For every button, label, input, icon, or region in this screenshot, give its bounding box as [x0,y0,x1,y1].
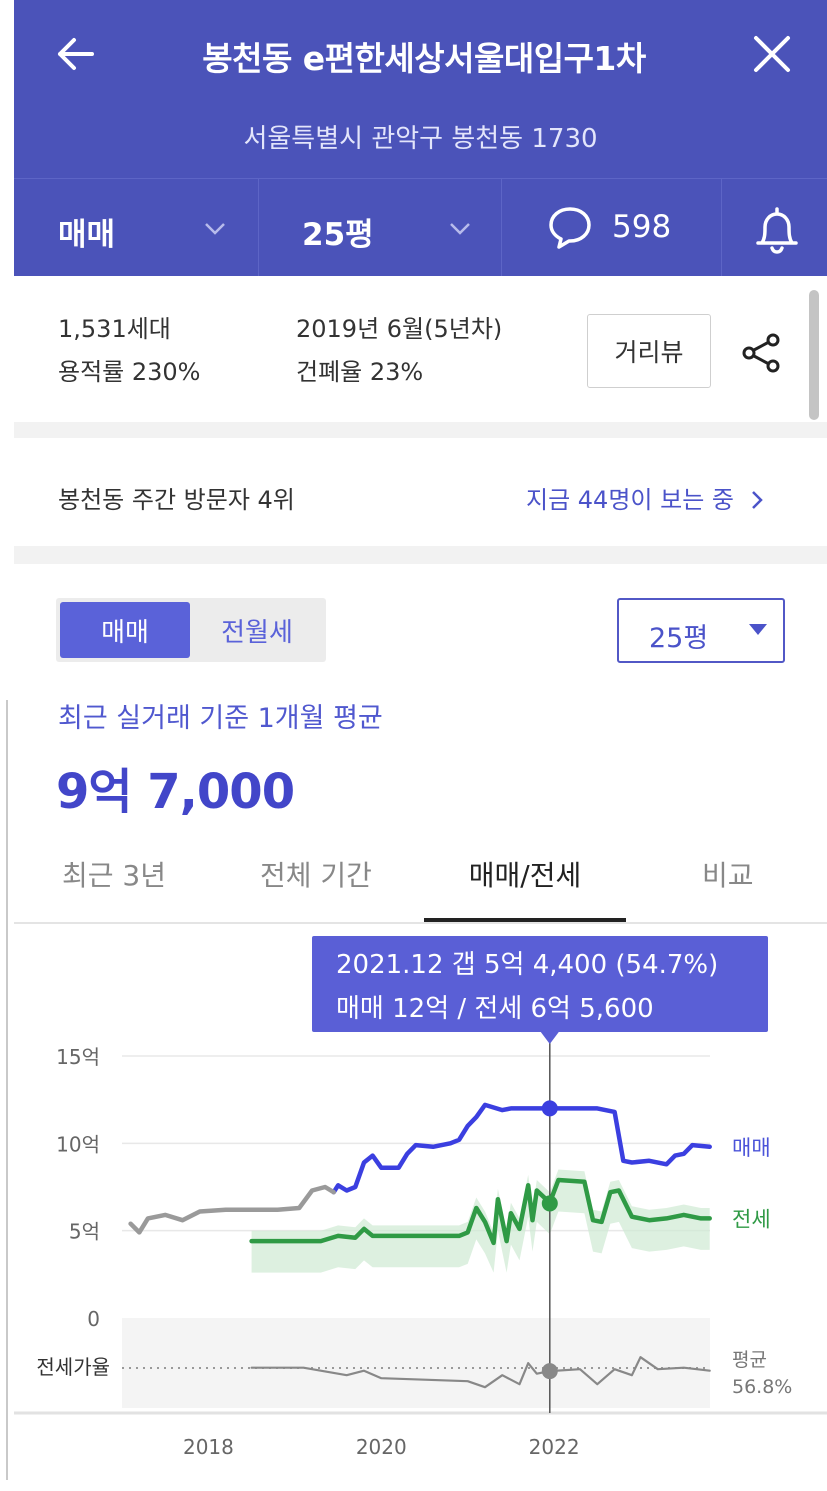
series-line-0 [331,1102,712,1195]
back-button[interactable] [52,30,100,78]
bell-icon [756,207,798,254]
scrollbar[interactable] [809,290,819,420]
complex-address: 서울특별시 관악구 봉천동 1730 [243,124,598,154]
section-gap [14,546,827,564]
size-dropdown[interactable]: 25평 [259,179,502,277]
close-button[interactable] [748,30,796,78]
trade-type-label: 매매 [58,217,116,253]
y-tick-label: 10억 [56,1132,100,1156]
live-viewers-link[interactable]: 지금 44명이 보는 중 [526,480,764,515]
detail-panel: 봉천동 e편한세상서울대입구1차 서울특별시 관악구 봉천동 1730 매매 2… [14,0,827,1491]
jeonse-cursor-dot [541,1195,558,1212]
ratio-cursor-dot [541,1363,558,1380]
tooltip-box [312,936,768,1032]
selector-bar: 매매 25평 598 [14,178,827,277]
built-date: 2019년 6월(5년차) [296,315,503,343]
sale-cursor-dot [541,1100,558,1117]
period-tabs: 최근 3년 전체 기간 매매/전세 비교 [14,838,827,924]
x-tick-label: 2020 [356,1435,407,1459]
panel-header: 봉천동 e편한세상서울대입구1차 서울특별시 관악구 봉천동 1730 [14,0,827,178]
ratio-label: 전세가율 [36,1355,110,1379]
x-tick-label: 2018 [183,1435,234,1459]
series-layer [128,1036,712,1413]
comments-button[interactable]: 598 [502,179,722,277]
left-divider [6,700,8,1480]
tab-compare[interactable]: 비교 [702,859,754,892]
ratio-average-label: 평균 [732,1349,767,1371]
info-left: 1,531세대 용적률 230% [58,308,200,394]
x-tick-label: 2022 [529,1435,580,1459]
size-label: 25평 [302,217,374,253]
complex-info: 1,531세대 용적률 230% 2019년 6월(5년차) 건폐율 23% 거… [14,276,827,422]
tooltip-arrow [540,1032,559,1044]
series-line-3 [250,1356,711,1389]
ratio-average-value: 56.8% [732,1376,792,1398]
chevron-down-icon [205,223,225,235]
households: 1,531세대 [58,315,171,343]
sale-series-label: 매매 [732,1136,771,1160]
visitor-rank-bar: 봉천동 주간 방문자 4위 지금 44명이 보는 중 [14,438,827,546]
y-tick-label: 5억 [69,1220,100,1244]
y-tick-label: 0 [87,1307,100,1331]
average-price-label: 최근 실거래 기준 1개월 평균 [58,703,383,734]
tab-sale-jeonse[interactable]: 매매/전세 [424,854,626,922]
info-right: 2019년 6월(5년차) 건폐율 23% [296,308,502,394]
toggle-sale[interactable]: 매매 [60,602,190,658]
series-line-1 [249,1177,712,1246]
share-icon [742,333,780,373]
close-icon [754,36,790,72]
ratio-band [122,1318,710,1408]
chevron-right-icon [751,491,763,509]
street-view-button[interactable]: 거리뷰 [587,314,711,388]
caret-down-icon [749,624,767,635]
complex-title: 봉천동 e편한세상서울대입구1차 [202,39,646,78]
tooltip-layer: 2021.12 갭 5억 4,400 (54.7%) 매매 12억 / 전세 6억… [312,936,768,1044]
trade-type-dropdown[interactable]: 매매 [14,179,259,277]
jeonse-range-area [251,1169,710,1273]
average-price-value: 9억 7,000 [56,764,295,820]
tooltip-line-1: 2021.12 갭 5억 4,400 (54.7%) [336,950,718,980]
share-button[interactable] [739,330,785,376]
section-gap [14,422,827,438]
tooltip-line-2: 매매 12억 / 전세 6억 5,600 [336,994,654,1024]
chart-size-value: 25평 [649,623,709,654]
chart-size-select[interactable]: 25평 [617,598,785,663]
coverage-ratio: 건폐율 23% [296,358,424,386]
notification-button[interactable] [722,179,827,277]
jeonse-series-label: 전세 [732,1207,771,1231]
trade-toggle: 매매 전월세 [56,598,326,662]
toggle-rent[interactable]: 전월세 [221,617,293,648]
speech-bubble-icon [549,207,591,249]
visitor-rank: 봉천동 주간 방문자 4위 [58,486,295,514]
tab-all-period[interactable]: 전체 기간 [260,859,372,892]
comment-count: 598 [612,209,672,245]
left-strip [0,0,14,1491]
y-tick-label: 15억 [56,1045,100,1069]
tab-recent-3y[interactable]: 최근 3년 [62,859,166,892]
series-line-2 [128,1184,336,1235]
chevron-down-icon [450,223,470,235]
floor-area-ratio: 용적률 230% [58,358,201,386]
arrow-left-icon [58,38,94,70]
live-viewers-text: 지금 44명이 보는 중 [526,486,734,514]
